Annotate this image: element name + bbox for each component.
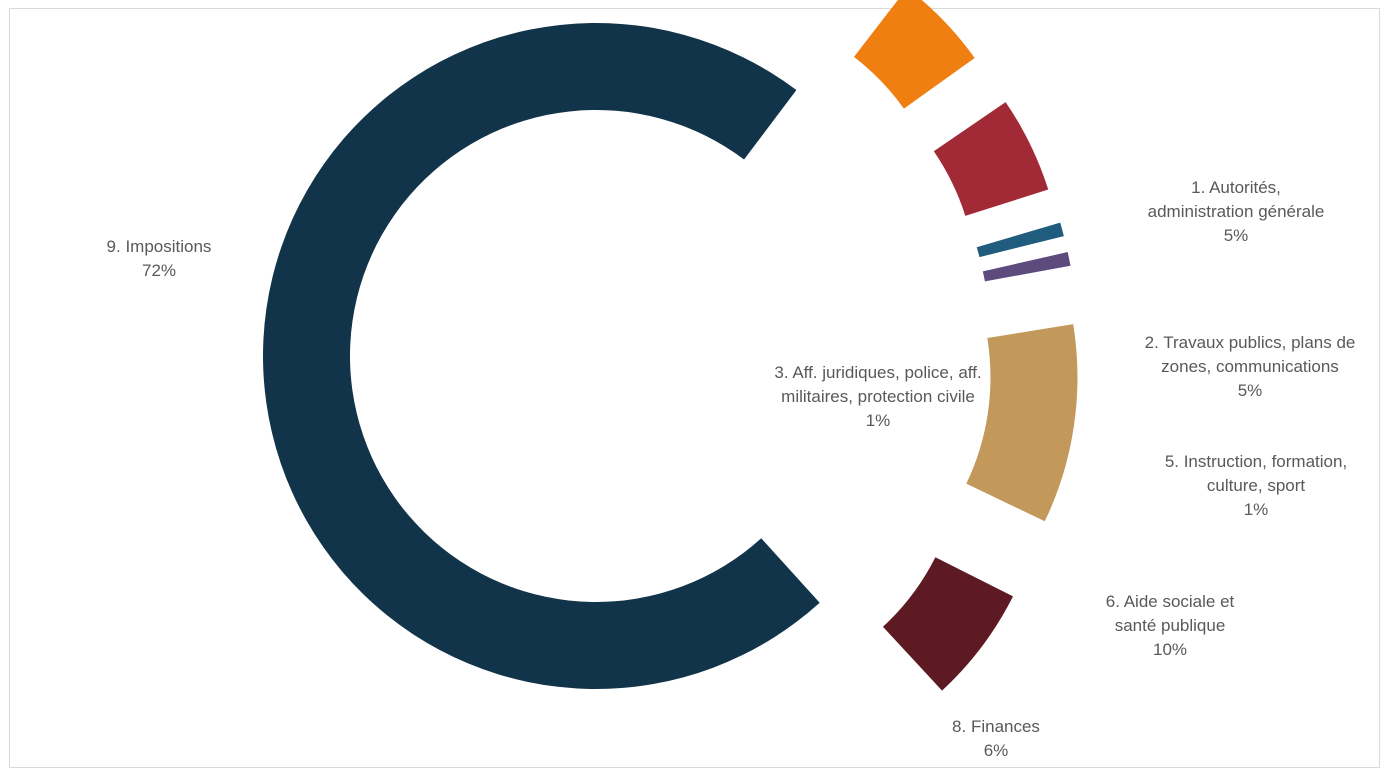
slice-label-line: militaires, protection civile [781, 387, 975, 406]
slice-label-line: zones, communications [1161, 357, 1339, 376]
slice-label-line: administration générale [1148, 202, 1325, 221]
slice-label-line: 6. Aide sociale et [1106, 592, 1235, 611]
slice-value-label: 1% [866, 411, 891, 430]
slice-label-2: 2. Travaux publics, plans de zones, commu… [1145, 333, 1356, 400]
slice-value-label: 10% [1153, 640, 1187, 659]
donut-slice-4 [982, 252, 1071, 282]
slice-label-3: 3. Aff. juridiques, police, aff. militair… [774, 363, 981, 430]
donut-slice-6 [882, 557, 1014, 691]
slice-label-4: 5. Instruction, formation, culture, sport… [1165, 452, 1347, 519]
slice-value-label: 72% [142, 261, 176, 280]
slice-label-5: 6. Aide sociale et santé publique 10% [1106, 592, 1235, 659]
donut-slice-7 [263, 22, 820, 689]
slice-label-line: 1. Autorités, [1191, 178, 1281, 197]
slice-value-label: 6% [984, 741, 1009, 758]
donut-slice-2 [933, 102, 1049, 216]
donut-slice-1 [854, 0, 975, 109]
slice-labels: 1. Autorités, administration générale 5%2.… [107, 178, 1356, 758]
slice-label-line: 9. Impositions [107, 237, 212, 256]
slice-label-line: culture, sport [1207, 476, 1306, 495]
donut-slice-3 [976, 222, 1064, 258]
slice-label-line: 2. Travaux publics, plans de [1145, 333, 1356, 352]
slice-label-line: 5. Instruction, formation, [1165, 452, 1347, 471]
slice-value-label: 5% [1224, 226, 1249, 245]
donut-slice-5 [966, 324, 1078, 522]
slice-value-label: 1% [1244, 500, 1269, 519]
slice-label-line: 8. Finances [952, 717, 1040, 736]
slice-label-line: santé publique [1115, 616, 1226, 635]
slice-label-1: 1. Autorités, administration générale 5% [1148, 178, 1325, 245]
slice-label-6: 8. Finances 6% [952, 717, 1040, 758]
slice-label-7: 9. Impositions 72% [107, 237, 212, 280]
donut-slices [263, 0, 1078, 691]
slice-value-label: 5% [1238, 381, 1263, 400]
slice-label-line: 3. Aff. juridiques, police, aff. [774, 363, 981, 382]
